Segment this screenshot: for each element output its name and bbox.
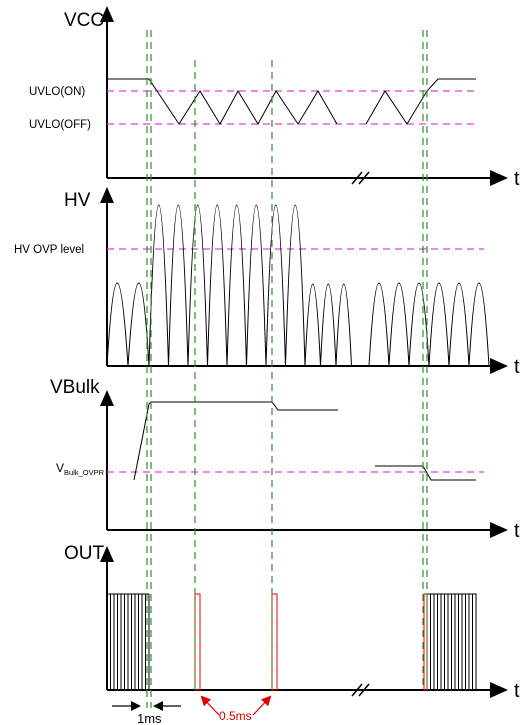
vbulk-title: VBulk	[50, 377, 100, 398]
out-axis-break	[358, 683, 370, 697]
hv-ovp-level-label: HV OVP level	[14, 244, 84, 256]
hv-rectified-wave-early	[106, 282, 150, 367]
uvlo-on-label: UVLO(ON)	[29, 86, 85, 98]
delay-0.5ms-label: 0.5ms	[219, 709, 252, 723]
vbulk-ovpr-label-sub: Bulk_OVPR	[64, 468, 105, 477]
vbulk-axis-t: t	[514, 520, 520, 542]
vcc-waveform-segment-1	[107, 78, 338, 126]
out-y-axis-arrowhead	[100, 546, 114, 562]
out-axis-t: t	[514, 680, 520, 702]
out-switching-pulses-start	[106, 593, 150, 690]
vbulk-waveform-segment-2	[375, 465, 476, 481]
vbulk-y-axis-arrowhead	[100, 390, 114, 406]
hv-panel: HV t HV OVP level	[14, 187, 520, 378]
delay-0.5ms-arrow-right	[252, 695, 272, 716]
timing-markers	[146, 30, 428, 708]
out-panel: OUT t 1ms 0.5ms	[64, 543, 520, 725]
delay-0.5ms-arrow-left	[200, 695, 220, 716]
out-switching-pulses-restart	[426, 593, 477, 690]
hv-time-axis-arrowhead	[490, 358, 508, 374]
uvlo-off-label: UVLO(OFF)	[29, 119, 91, 131]
vcc-axis-break	[351, 171, 363, 185]
hv-y-axis-arrowhead	[100, 187, 114, 203]
hv-title: HV	[64, 190, 91, 211]
hv-rectified-wave-late	[304, 283, 352, 367]
out-pulse-train	[106, 593, 150, 690]
vbulk-ovpr-label-main: V	[56, 461, 64, 475]
vcc-waveform-segment-2	[365, 78, 476, 125]
hv-rectified-wave-surge	[148, 204, 306, 367]
out-title: OUT	[64, 543, 105, 564]
vcc-title: VCC	[64, 10, 104, 31]
out-axis-break	[351, 683, 363, 697]
hv-axis-t: t	[514, 356, 520, 378]
delay-1ms-label: 1ms	[137, 711, 162, 725]
vbulk-waveform-segment-1	[133, 401, 338, 481]
out-time-axis-arrowhead	[490, 682, 508, 698]
out-test-pulse	[194, 593, 201, 691]
vbulk-ovpr-label: VBulk_OVPR	[56, 461, 105, 477]
vcc-panel: VCC t UVLO(ON) UVLO(OFF)	[29, 6, 520, 190]
vcc-time-axis-arrowhead	[490, 170, 508, 186]
vbulk-time-axis-arrowhead	[490, 522, 508, 538]
vbulk-panel: VBulk t VBulk_OVPR	[50, 377, 520, 542]
vcc-y-axis-arrowhead	[100, 6, 114, 22]
out-pulse-train	[426, 593, 477, 690]
vcc-axis-break	[358, 171, 370, 185]
vcc-axis-t: t	[514, 168, 520, 190]
out-test-pulse	[271, 593, 278, 691]
hv-rectified-wave-after-break	[368, 282, 490, 367]
